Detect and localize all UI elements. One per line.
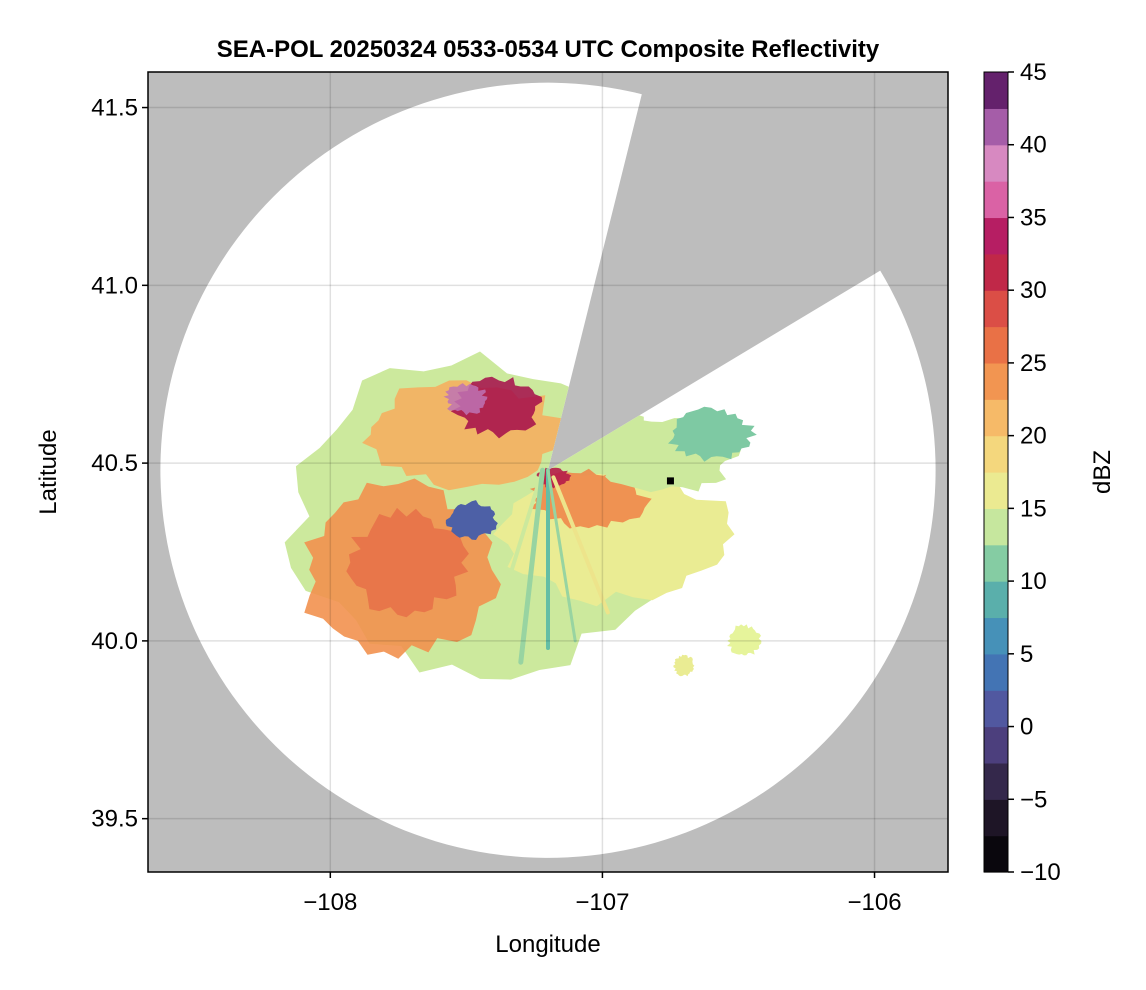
colorbar-bin	[984, 181, 1008, 219]
echo-spoke-1	[483, 468, 545, 658]
chart-title: SEA-POL 20250324 0533-0534 UTC Composite…	[217, 36, 880, 63]
colorbar-bin	[984, 544, 1008, 582]
colorbar-bin	[984, 581, 1008, 619]
y-tick-label: 40.5	[91, 450, 138, 477]
colorbar-bin	[984, 72, 1008, 109]
colorbar-bin	[984, 835, 1008, 873]
colorbar-tick-label: −5	[1020, 786, 1047, 813]
colorbar-tick-label: 5	[1020, 641, 1033, 668]
echo-spoke-2	[518, 467, 546, 665]
colorbar-tick-label: 25	[1020, 350, 1047, 377]
colorbar-bin	[984, 399, 1008, 437]
colorbar-bin	[984, 108, 1008, 146]
y-tick-label: 41.5	[91, 95, 138, 122]
colorbar-bin	[984, 217, 1008, 255]
colorbar-tick-label: 20	[1020, 423, 1047, 450]
colorbar-bin	[984, 290, 1008, 328]
colorbar-bin	[984, 144, 1008, 182]
colorbar-tick-label: 35	[1020, 204, 1047, 231]
x-tick-label: −108	[303, 889, 357, 916]
colorbar-tick-label: 15	[1020, 495, 1047, 522]
site-marker	[666, 477, 674, 485]
echo-cell-2	[673, 654, 695, 677]
colorbar-bin	[984, 508, 1008, 546]
y-tick-label: 40.0	[91, 628, 138, 655]
colorbar-bin	[984, 726, 1008, 764]
colorbar-tick-label: 40	[1020, 132, 1047, 159]
colorbar-bin	[984, 690, 1008, 728]
colorbar-frame	[983, 71, 1009, 873]
colorbar-tick-label: 45	[1020, 59, 1047, 86]
echo-west-inner	[346, 507, 469, 618]
colorbar-bin	[984, 362, 1008, 400]
colorbar-tick-label: 0	[1020, 714, 1033, 741]
plot-area	[147, 71, 949, 873]
colorbar-tick-label: −10	[1020, 859, 1061, 886]
colorbar-bin	[984, 799, 1008, 837]
colorbar-bin	[984, 253, 1008, 291]
colorbar-bin	[984, 653, 1008, 691]
echo-cell-1	[727, 624, 762, 656]
y-axis: 39.5 40.0 40.5 41.0 41.5	[91, 95, 148, 833]
echo-east-edge	[668, 406, 757, 462]
y-tick-label: 39.5	[91, 806, 138, 833]
colorbar: −10 −5 0 5 10 15 20 25 30 35 40 45	[983, 59, 1061, 886]
colorbar-bin	[984, 472, 1008, 509]
echo-spoke-4	[546, 468, 577, 643]
echo-spoke-5	[551, 475, 610, 615]
plot-frame	[147, 71, 949, 873]
x-tick-label: −106	[847, 889, 901, 916]
colorbar-bin	[984, 435, 1008, 473]
colorbar-bin	[984, 617, 1008, 655]
echo-clear-hole	[445, 500, 498, 540]
y-tick-label: 41.0	[91, 272, 138, 299]
x-axis-label: Longitude	[495, 931, 600, 958]
y-axis-label: Latitude	[35, 429, 62, 514]
x-axis: −108 −107 −106	[303, 872, 902, 916]
x-tick-label: −107	[575, 889, 629, 916]
colorbar-tick-label: 30	[1020, 277, 1047, 304]
colorbar-bin	[984, 326, 1008, 364]
colorbar-bin	[984, 762, 1008, 800]
colorbar-label: dBZ	[1089, 450, 1116, 494]
gridlines	[148, 72, 948, 872]
colorbar-tick-label: 10	[1020, 568, 1047, 595]
echo-north-core-2	[443, 383, 488, 416]
